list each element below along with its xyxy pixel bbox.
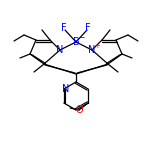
Text: F: F [61,23,67,33]
Text: N: N [56,45,64,55]
Text: +: + [94,43,100,49]
Text: −: − [78,33,84,43]
Text: O: O [75,105,83,115]
Text: N: N [62,84,70,94]
Text: F: F [85,23,91,33]
Text: N: N [88,45,96,55]
Text: B: B [73,37,79,47]
